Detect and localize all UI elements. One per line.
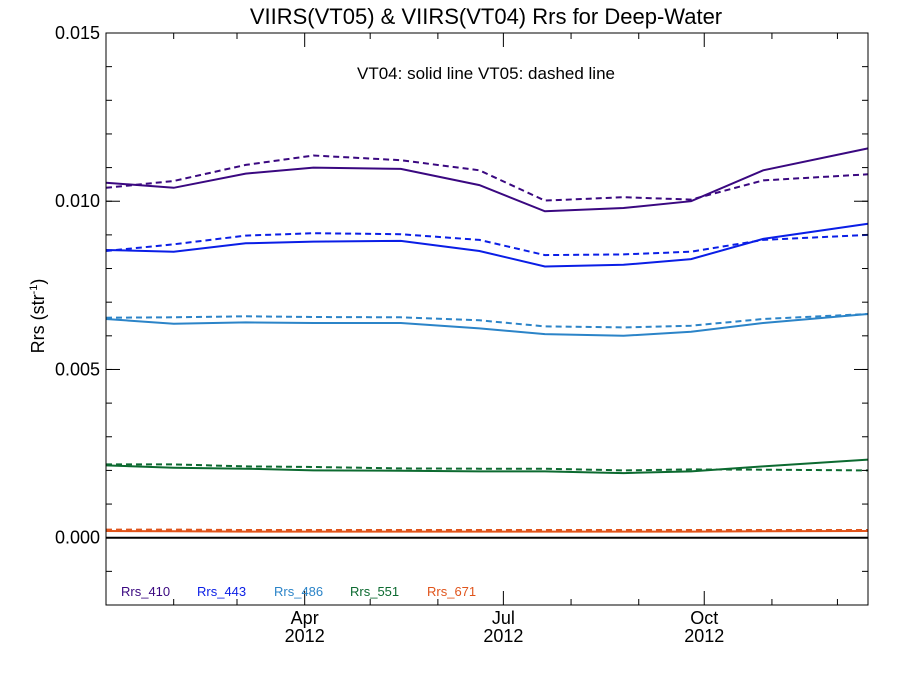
y-tick-label: 0.000 xyxy=(55,528,100,548)
line-style-annotation: VT04: solid line VT05: dashed line xyxy=(357,64,615,83)
series-line-rrs-410-vt05 xyxy=(105,154,869,202)
series-line-rrs-551-vt04 xyxy=(105,458,869,475)
y-axis-label-main: Rrs (str xyxy=(28,294,48,353)
series-line-rrs-486-vt04 xyxy=(105,313,869,337)
ticks-layer: 0.0000.0050.0100.015Apr2012Jul2012Oct201… xyxy=(55,23,868,646)
x-tick-label-year: 2012 xyxy=(285,626,325,646)
legend-entry-rrs-410: Rrs_410 xyxy=(121,584,170,599)
series-layer xyxy=(105,147,869,533)
svg-text:Rrs (str-1): Rrs (str-1) xyxy=(28,279,48,354)
series-line-rrs-443-vt04 xyxy=(105,222,869,268)
x-tick-label-month: Oct xyxy=(690,608,718,628)
legend: Rrs_410 Rrs_443 Rrs_486 Rrs_551 Rrs_671 xyxy=(121,584,476,599)
x-tick-label-year: 2012 xyxy=(483,626,523,646)
legend-entry-rrs-486: Rrs_486 xyxy=(274,584,323,599)
series-line-rrs-443-vt05 xyxy=(105,232,869,257)
x-tick-label-month: Apr xyxy=(291,608,319,628)
x-tick-label-year: 2012 xyxy=(684,626,724,646)
y-axis-label-close: ) xyxy=(28,279,48,285)
chart-title: VIIRS(VT05) & VIIRS(VT04) Rrs for Deep-W… xyxy=(250,4,722,29)
y-tick-label: 0.005 xyxy=(55,359,100,379)
x-tick-label-month: Jul xyxy=(492,608,515,628)
series-line-rrs-671-vt04 xyxy=(105,530,869,533)
y-tick-label: 0.015 xyxy=(55,23,100,43)
series-line-rrs-551-vt05 xyxy=(106,463,869,472)
y-axis-label-sup: -1 xyxy=(28,285,40,295)
legend-entry-rrs-551: Rrs_551 xyxy=(350,584,399,599)
y-axis-label: Rrs (str-1) xyxy=(28,279,48,354)
plot-frame xyxy=(105,32,869,606)
y-tick-label: 0.010 xyxy=(55,191,100,211)
legend-entry-rrs-443: Rrs_443 xyxy=(197,584,246,599)
series-line-rrs-486-vt05 xyxy=(105,313,869,329)
series-line-rrs-410-vt04 xyxy=(105,147,869,213)
legend-entry-rrs-671: Rrs_671 xyxy=(427,584,476,599)
